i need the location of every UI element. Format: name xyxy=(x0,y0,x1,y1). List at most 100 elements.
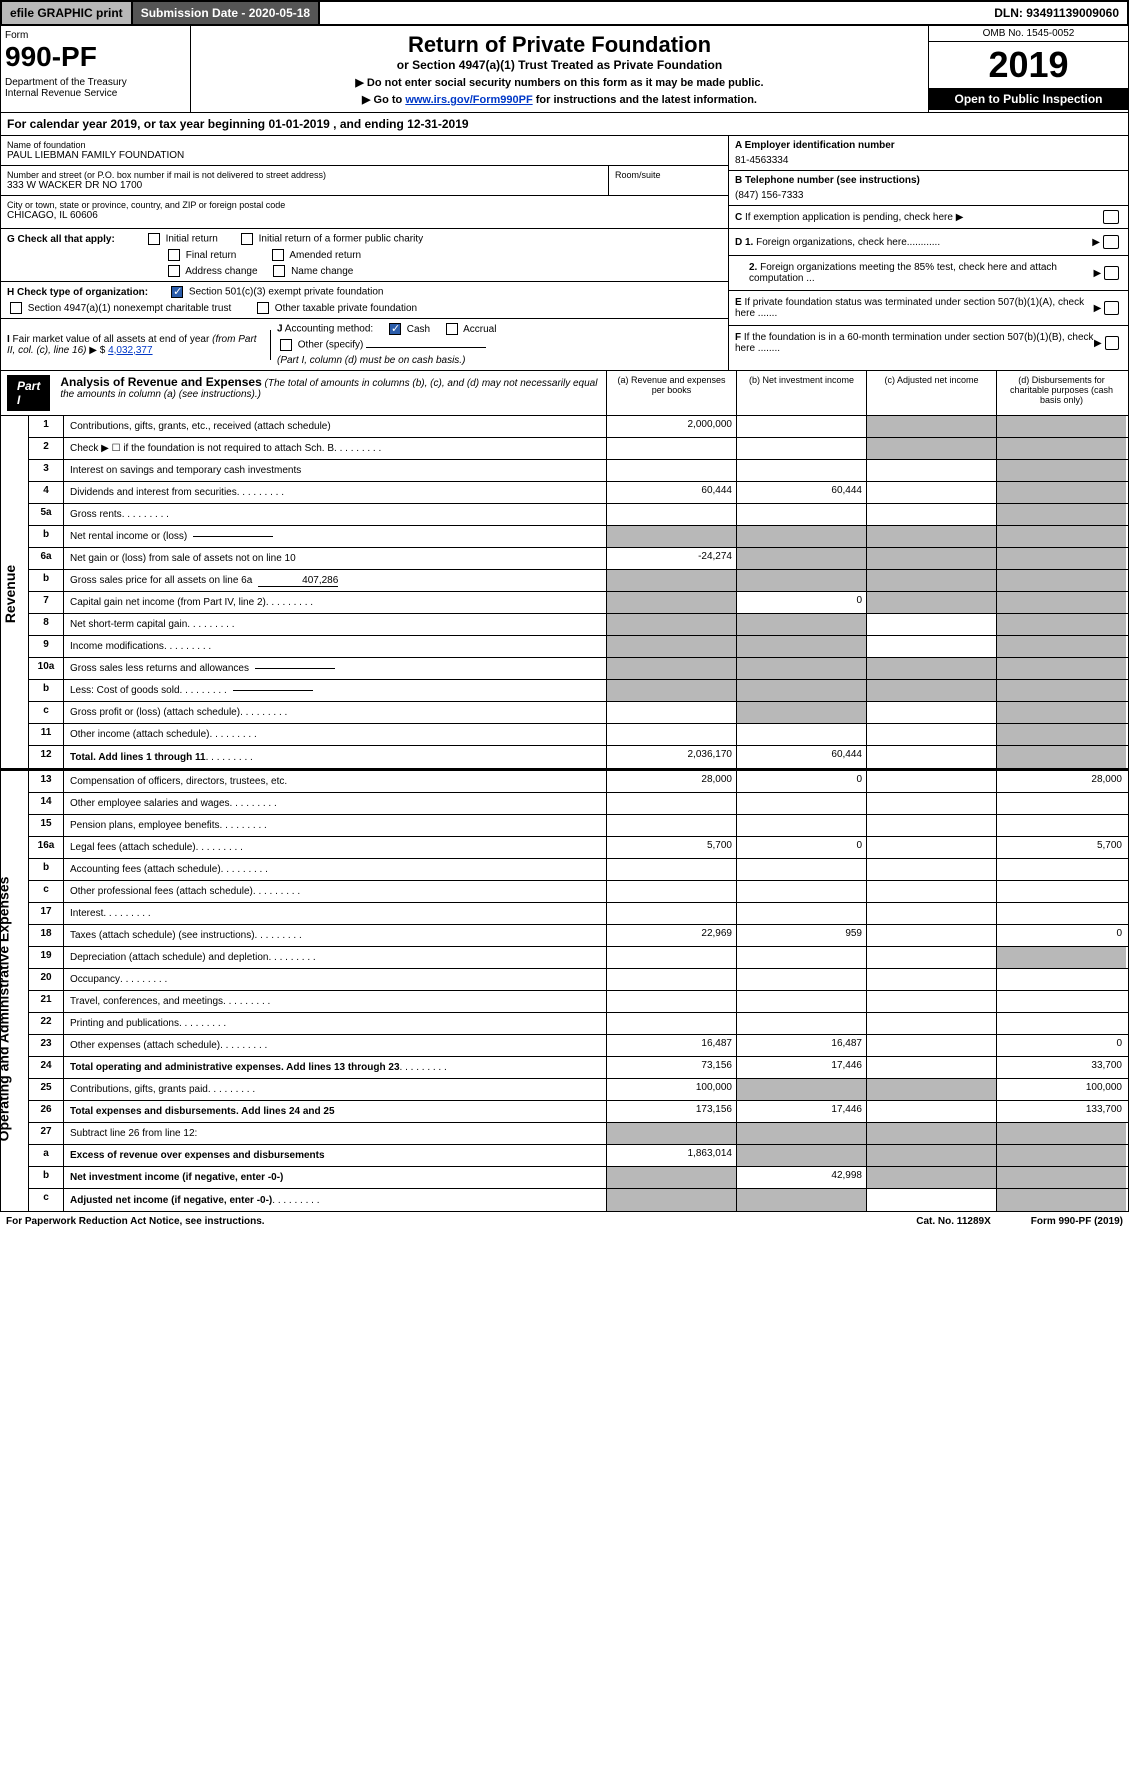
cell-dd xyxy=(996,416,1126,437)
row-number: 5a xyxy=(29,504,64,525)
f-label: F If the foundation is in a 60-month ter… xyxy=(735,332,1094,354)
table-row: 18Taxes (attach schedule) (see instructi… xyxy=(29,925,1128,947)
table-row: 19Depreciation (attach schedule) and dep… xyxy=(29,947,1128,969)
g-former-checkbox[interactable] xyxy=(241,233,253,245)
g-name-checkbox[interactable] xyxy=(273,265,285,277)
table-row: 21Travel, conferences, and meetings xyxy=(29,991,1128,1013)
cell-b xyxy=(736,881,866,902)
cell-b xyxy=(736,460,866,481)
g-address-checkbox[interactable] xyxy=(168,265,180,277)
d1-checkbox[interactable] xyxy=(1103,235,1119,249)
cell-b xyxy=(736,815,866,836)
row-number: 22 xyxy=(29,1013,64,1034)
row-desc: Total. Add lines 1 through 11 xyxy=(64,746,606,768)
cell-c xyxy=(866,969,996,990)
cell-b xyxy=(736,947,866,968)
table-row: 11Other income (attach schedule) xyxy=(29,724,1128,746)
table-row: cOther professional fees (attach schedul… xyxy=(29,881,1128,903)
form-title: Return of Private Foundation xyxy=(197,32,922,58)
h-other-checkbox[interactable] xyxy=(257,302,269,314)
foundation-name: PAUL LIEBMAN FAMILY FOUNDATION xyxy=(7,150,722,161)
col-a-header: (a) Revenue and expenses per books xyxy=(606,371,736,415)
cell-dd: 28,000 xyxy=(996,771,1126,792)
g-amended-checkbox[interactable] xyxy=(272,249,284,261)
cell-dd xyxy=(996,438,1126,459)
row-desc: Other income (attach schedule) xyxy=(64,724,606,745)
row-desc: Check ▶ ☐ if the foundation is not requi… xyxy=(64,438,606,459)
cell-c xyxy=(866,702,996,723)
cell-c xyxy=(866,837,996,858)
g-initial-checkbox[interactable] xyxy=(148,233,160,245)
row-desc: Excess of revenue over expenses and disb… xyxy=(64,1145,606,1166)
cell-a xyxy=(606,859,736,880)
cell-a: 100,000 xyxy=(606,1079,736,1100)
form-subtitle: or Section 4947(a)(1) Trust Treated as P… xyxy=(197,58,922,72)
part1-header: Part I Analysis of Revenue and Expenses … xyxy=(0,371,1129,416)
cell-b: 60,444 xyxy=(736,746,866,768)
f-checkbox[interactable] xyxy=(1105,336,1119,350)
row-desc: Compensation of officers, directors, tru… xyxy=(64,771,606,792)
i-label: I Fair market value of all assets at end… xyxy=(7,334,257,356)
c-checkbox[interactable] xyxy=(1103,210,1119,224)
cell-dd xyxy=(996,614,1126,635)
cell-a: 2,036,170 xyxy=(606,746,736,768)
row-desc: Income modifications xyxy=(64,636,606,657)
cell-c xyxy=(866,859,996,880)
cell-a xyxy=(606,438,736,459)
cell-b xyxy=(736,570,866,591)
row-number: 2 xyxy=(29,438,64,459)
col-b-header: (b) Net investment income xyxy=(736,371,866,415)
city: CHICAGO, IL 60606 xyxy=(7,210,722,221)
row-desc: Other expenses (attach schedule) xyxy=(64,1035,606,1056)
cell-dd xyxy=(996,460,1126,481)
g-final-checkbox[interactable] xyxy=(168,249,180,261)
row-number: c xyxy=(29,702,64,723)
cell-dd xyxy=(996,947,1126,968)
cell-dd xyxy=(996,881,1126,902)
form-label: Form xyxy=(5,30,186,41)
row-number: 11 xyxy=(29,724,64,745)
row-number: 18 xyxy=(29,925,64,946)
open-public: Open to Public Inspection xyxy=(929,88,1128,110)
cell-b xyxy=(736,1145,866,1166)
cell-c xyxy=(866,1167,996,1188)
i-value[interactable]: 4,032,377 xyxy=(108,345,153,356)
row-desc: Total expenses and disbursements. Add li… xyxy=(64,1101,606,1122)
form-link[interactable]: www.irs.gov/Form990PF xyxy=(405,94,532,106)
table-row: 25Contributions, gifts, grants paid100,0… xyxy=(29,1079,1128,1101)
cell-b xyxy=(736,438,866,459)
footer-mid: Cat. No. 11289X xyxy=(916,1216,990,1227)
h-4947-checkbox[interactable] xyxy=(10,302,22,314)
e-checkbox[interactable] xyxy=(1104,301,1119,315)
j-note: (Part I, column (d) must be on cash basi… xyxy=(277,355,465,366)
expense-side-label: Operating and Administrative Expenses xyxy=(0,877,11,1142)
j-cash-checkbox[interactable] xyxy=(389,323,401,335)
cell-dd xyxy=(996,504,1126,525)
row-number: 3 xyxy=(29,460,64,481)
cell-b xyxy=(736,991,866,1012)
cell-dd xyxy=(996,859,1126,880)
cell-c xyxy=(866,1101,996,1122)
cell-a xyxy=(606,793,736,814)
cell-c xyxy=(866,482,996,503)
cell-a: 60,444 xyxy=(606,482,736,503)
j-accrual-checkbox[interactable] xyxy=(446,323,458,335)
table-row: bNet investment income (if negative, ent… xyxy=(29,1167,1128,1189)
col-d-header: (d) Disbursements for charitable purpose… xyxy=(996,371,1126,415)
efile-button[interactable]: efile GRAPHIC print xyxy=(2,2,133,24)
form-header: Form 990-PF Department of the Treasury I… xyxy=(0,26,1129,113)
cell-a xyxy=(606,1189,736,1211)
cell-a: 73,156 xyxy=(606,1057,736,1078)
table-row: 3Interest on savings and temporary cash … xyxy=(29,460,1128,482)
cell-dd xyxy=(996,592,1126,613)
h-501c3-checkbox[interactable] xyxy=(171,286,183,298)
cell-c xyxy=(866,746,996,768)
j-other-checkbox[interactable] xyxy=(280,339,292,351)
cell-c xyxy=(866,1035,996,1056)
row-number: 6a xyxy=(29,548,64,569)
c-label: C If exemption application is pending, c… xyxy=(735,212,963,223)
cell-c xyxy=(866,1189,996,1211)
d2-checkbox[interactable] xyxy=(1104,266,1119,280)
cell-a xyxy=(606,570,736,591)
row-number: 26 xyxy=(29,1101,64,1122)
